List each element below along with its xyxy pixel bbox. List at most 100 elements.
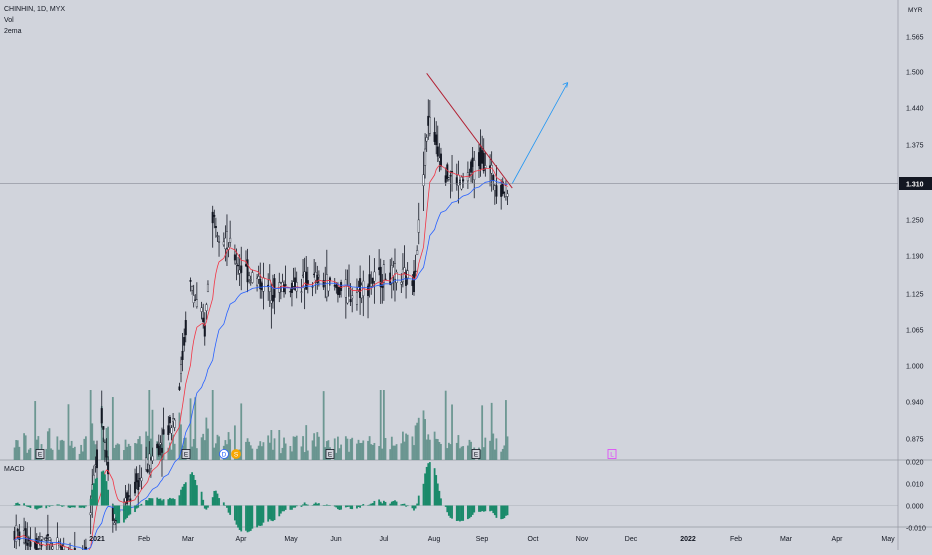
macd-bar	[373, 501, 375, 506]
macd-bar	[37, 506, 39, 509]
marker-dividend[interactable]: D	[220, 450, 229, 459]
candle-body	[183, 337, 185, 345]
candle-body	[182, 351, 184, 360]
volume-bar	[462, 446, 464, 460]
candle-body	[458, 175, 460, 186]
macd-bar	[147, 500, 149, 505]
volume-bar	[123, 450, 125, 460]
marker-earnings[interactable]: E	[472, 450, 480, 459]
candle-body	[179, 387, 181, 390]
marker-label: L	[610, 452, 614, 459]
candle-body	[136, 474, 138, 482]
volume-indicator-label[interactable]: Vol	[4, 15, 65, 26]
price-tick-label: 1.065	[906, 328, 924, 335]
volume-bar	[125, 440, 127, 460]
volume-bar	[194, 397, 196, 460]
candle-body	[50, 543, 52, 544]
macd-bar	[278, 506, 280, 517]
candle-body	[339, 287, 341, 295]
price-tick-label: 1.565	[906, 35, 924, 42]
volume-bar	[345, 436, 347, 460]
candle-body	[212, 212, 214, 223]
candle-body	[156, 444, 158, 448]
candle-body	[128, 495, 130, 497]
macd-bar	[223, 502, 225, 505]
candle-body	[369, 274, 371, 286]
candle-body	[96, 450, 98, 468]
macd-bar	[123, 506, 125, 523]
volume-bar	[304, 452, 306, 460]
candle-body	[434, 132, 436, 141]
macd-bar	[462, 506, 464, 521]
symbol-title[interactable]: CHINHIN, 1D, MYX	[4, 4, 65, 15]
macd-bar	[335, 506, 337, 508]
marker-earnings[interactable]: E	[36, 450, 44, 459]
candle-body	[448, 178, 450, 180]
volume-bar	[282, 448, 284, 460]
macd-bar	[161, 500, 163, 505]
candle-body	[426, 137, 428, 141]
macd-bar	[415, 506, 417, 509]
marker-split[interactable]: S	[232, 450, 241, 459]
marker-earnings[interactable]: E	[182, 450, 190, 459]
candle-body	[370, 283, 372, 286]
macd-bar	[296, 506, 298, 507]
macd-bar	[345, 506, 347, 508]
volume-bar	[351, 438, 353, 460]
candle-body	[141, 478, 143, 481]
volume-bar	[28, 450, 30, 460]
candle-body	[36, 538, 38, 550]
volume-bar	[348, 452, 350, 460]
macd-bar	[118, 506, 120, 524]
macd-tick-label: 0.010	[906, 482, 924, 489]
macd-bar	[72, 506, 74, 508]
candle-body	[52, 547, 54, 550]
macd-bar	[358, 506, 360, 508]
macd-bar	[15, 503, 17, 505]
macd-tick-label: 0.020	[906, 460, 924, 467]
macd-bar	[112, 504, 114, 505]
macd-bar	[427, 463, 429, 505]
candle-body	[328, 281, 330, 291]
volume-bar	[392, 446, 394, 460]
volume-bar	[369, 436, 371, 460]
macd-bar	[385, 502, 387, 506]
macd-bar	[473, 506, 475, 513]
candle-body	[380, 267, 382, 287]
macd-indicator-label[interactable]: MACD	[4, 466, 25, 473]
volume-bar	[427, 434, 429, 460]
volume-bar	[296, 436, 298, 460]
candle-body	[440, 154, 442, 167]
candle-body	[350, 299, 352, 302]
volume-bar	[457, 435, 459, 460]
volume-bar	[289, 446, 291, 460]
marker-earnings[interactable]: E	[326, 450, 334, 459]
volume-bar	[496, 438, 498, 460]
macd-bar	[328, 505, 330, 506]
macd-bar	[372, 503, 374, 505]
macd-bar	[217, 494, 219, 506]
time-tick-label: Feb	[138, 536, 150, 543]
macd-bar	[179, 495, 181, 505]
volume-bar	[502, 449, 504, 460]
macd-bar	[93, 483, 95, 505]
candle-body	[282, 282, 284, 292]
macd-bar	[80, 506, 82, 508]
macd-bar	[396, 502, 398, 506]
macd-bar	[39, 506, 41, 509]
time-tick-label: Mar	[780, 536, 793, 543]
macd-bar	[171, 499, 173, 506]
macd-bar	[156, 498, 158, 506]
volume-bar	[385, 438, 387, 460]
volume-bar	[272, 450, 274, 460]
candle-body	[494, 186, 496, 191]
volume-bar	[484, 438, 486, 460]
candle-body	[485, 166, 487, 168]
volume-bar	[171, 450, 173, 460]
macd-bar	[261, 506, 263, 526]
current-price-label: 1.310	[906, 182, 924, 189]
time-tick-label: May	[284, 536, 298, 543]
candle-body	[413, 272, 415, 292]
ema-indicator-label[interactable]: 2ema	[4, 26, 65, 37]
